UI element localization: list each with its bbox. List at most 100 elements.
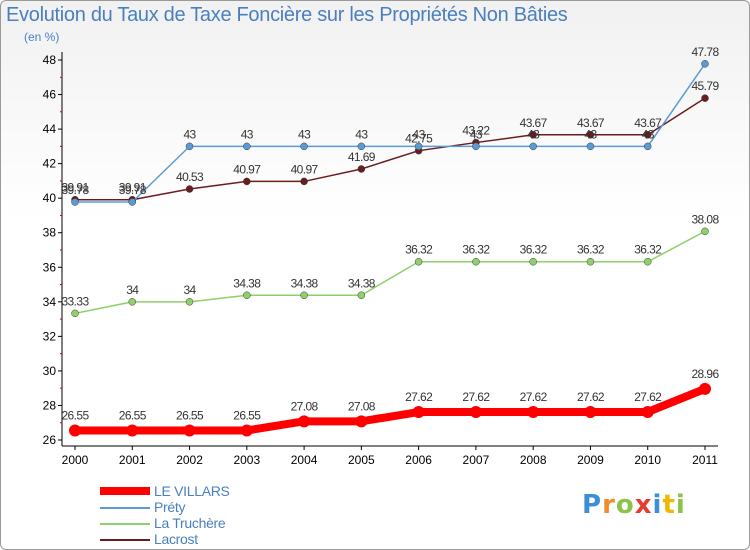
y-tick-label: 34 <box>43 295 57 309</box>
data-label-lacrost: 40.53 <box>176 170 204 184</box>
data-label-prety: 47.78 <box>691 45 719 59</box>
legend-item-le-villars: LE VILLARS <box>100 483 300 500</box>
x-tick-label: 2007 <box>463 453 490 467</box>
chart-title: Evolution du Taux de Taxe Foncière sur l… <box>6 4 568 26</box>
data-point-lacrost <box>185 185 194 193</box>
data-label-lacrost: 43.67 <box>577 116 605 130</box>
legend-swatch-le-villars <box>100 487 150 495</box>
data-label-lacrost: 39.91 <box>61 181 89 195</box>
data-label-la-truchere: 36.32 <box>577 243 605 257</box>
data-point-lacrost <box>300 177 308 186</box>
data-label-le-villars: 28.96 <box>691 367 719 381</box>
data-point-prety <box>643 142 652 151</box>
data-point-la-truchere <box>701 227 709 236</box>
x-tick-label: 2006 <box>405 453 432 467</box>
legend-swatch-lacrost <box>100 539 150 541</box>
data-label-le-villars: 26.55 <box>176 409 204 423</box>
data-label-la-truchere: 38.08 <box>691 212 719 226</box>
y-tick-label: 28 <box>43 398 57 412</box>
data-point-prety <box>128 198 137 206</box>
data-point-le-villars <box>240 424 253 437</box>
y-tick-label: 42 <box>43 157 57 171</box>
legend-label-lacrost: Lacrost <box>154 531 198 547</box>
data-label-le-villars: 27.62 <box>462 390 490 404</box>
legend-label-prety: Préty <box>154 499 186 515</box>
data-point-prety <box>243 142 251 151</box>
data-point-prety <box>472 142 480 151</box>
series-line-la-truchere <box>74 230 706 315</box>
data-label-la-truchere: 34.38 <box>348 276 376 290</box>
data-label-la-truchere: 34 <box>126 283 139 297</box>
data-point-le-villars <box>69 424 81 437</box>
data-point-prety <box>300 142 308 151</box>
data-label-le-villars: 27.08 <box>348 399 376 413</box>
data-point-la-truchere <box>643 257 652 266</box>
data-label-prety: 43 <box>241 127 254 141</box>
data-label-le-villars: 27.62 <box>405 390 433 404</box>
data-point-la-truchere <box>71 309 79 318</box>
data-label-lacrost: 43.67 <box>634 116 662 130</box>
data-point-le-villars <box>183 424 196 437</box>
data-label-lacrost: 45.79 <box>691 79 719 93</box>
x-tick-label: 2010 <box>634 453 661 467</box>
y-tick-label: 32 <box>43 329 57 343</box>
data-label-le-villars: 27.62 <box>577 390 605 404</box>
data-label-prety: 39.78 <box>61 183 89 197</box>
data-point-le-villars <box>469 406 482 419</box>
data-label-la-truchere: 36.32 <box>634 243 662 257</box>
data-point-lacrost <box>529 131 537 139</box>
data-point-lacrost <box>701 94 709 102</box>
data-point-la-truchere <box>529 257 537 266</box>
data-label-prety: 43 <box>642 127 655 141</box>
data-point-la-truchere <box>300 291 308 300</box>
data-label-lacrost: 43.22 <box>462 124 490 138</box>
data-label-la-truchere: 36.32 <box>462 243 490 257</box>
data-point-prety <box>71 198 79 206</box>
y-tick-label: 38 <box>43 226 57 240</box>
data-label-prety: 43 <box>298 127 311 141</box>
x-tick-label: 2003 <box>233 453 260 467</box>
data-point-la-truchere <box>472 257 480 266</box>
y-tick-label: 44 <box>43 122 57 136</box>
x-tick-label: 2005 <box>348 453 375 467</box>
x-tick-label: 2002 <box>176 453 203 467</box>
data-point-prety <box>701 60 709 68</box>
data-label-prety: 43 <box>584 127 597 141</box>
data-label-lacrost: 43.67 <box>520 116 548 130</box>
data-label-prety: 43 <box>470 127 483 141</box>
x-tick-label: 2009 <box>577 453 604 467</box>
data-point-le-villars <box>298 415 311 428</box>
series-line-lacrost <box>74 97 706 201</box>
data-point-le-villars <box>126 424 139 437</box>
data-label-la-truchere: 36.32 <box>520 243 548 257</box>
data-point-prety <box>185 142 194 151</box>
proxiti-logo: Proxiti <box>582 490 686 520</box>
data-label-la-truchere: 34 <box>183 283 196 297</box>
y-tick-label: 40 <box>43 191 57 205</box>
data-point-le-villars <box>584 406 597 419</box>
x-tick-label: 2008 <box>520 453 547 467</box>
data-point-la-truchere <box>586 257 595 266</box>
legend-item-prety: Préty <box>100 499 300 516</box>
data-label-lacrost: 39.91 <box>119 181 147 195</box>
data-label-prety: 39.78 <box>119 183 147 197</box>
x-tick-label: 2004 <box>291 453 318 467</box>
data-point-le-villars <box>699 382 711 395</box>
data-point-le-villars <box>527 406 540 419</box>
data-label-le-villars: 27.62 <box>634 390 662 404</box>
data-point-la-truchere <box>357 291 366 300</box>
x-tick-label: 2000 <box>62 453 89 467</box>
chart-legend: LE VILLARS Préty La Truchère Lacrost <box>100 483 300 548</box>
data-label-lacrost: 42.75 <box>405 132 433 146</box>
legend-swatch-la-truchere <box>100 523 150 525</box>
y-tick-label: 48 <box>43 53 57 67</box>
y-tick-label: 36 <box>43 260 57 274</box>
series-line-prety <box>74 63 706 203</box>
data-point-la-truchere <box>243 291 251 300</box>
data-point-lacrost <box>357 165 366 173</box>
data-label-prety: 43 <box>355 127 368 141</box>
data-point-le-villars <box>641 406 654 419</box>
legend-swatch-prety <box>100 507 150 509</box>
data-label-le-villars: 27.08 <box>291 399 319 413</box>
